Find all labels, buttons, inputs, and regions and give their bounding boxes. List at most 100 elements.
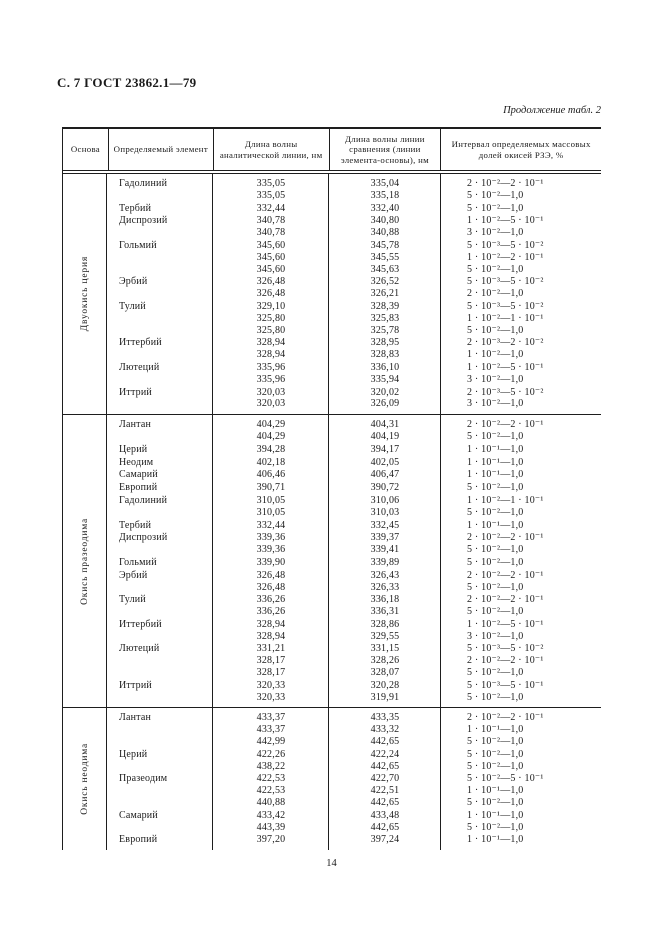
analytical-wavelength-cell: 442,99	[256, 736, 286, 748]
analytical-wavelength-cell: 339,90	[256, 556, 286, 568]
table-row: 325,80 325,78 5 · 10⁻²—1,0	[107, 325, 601, 337]
base-oxide-label: Окись неодима	[79, 743, 90, 816]
analytical-wavelength-cell: 326,48	[256, 276, 286, 288]
interval-cell: 5 · 10⁻²—1,0	[467, 748, 524, 760]
comparison-wavelength-cell: 326,21	[370, 288, 400, 300]
table-row: Эрбий 326,48 326,52 5 · 10⁻³—5 · 10⁻²	[107, 276, 601, 288]
analytical-wavelength-cell: 422,26	[256, 748, 286, 760]
comparison-wavelength-cell: 326,52	[370, 276, 400, 288]
element-cell: Иттербий	[119, 618, 162, 630]
table-row: 326,48 326,33 5 · 10⁻²—1,0	[107, 582, 601, 594]
interval-cell: 5 · 10⁻²—1,0	[467, 544, 524, 556]
column-header-base: Основа	[63, 129, 109, 170]
table-row: Диспрозий 340,78 340,80 1 · 10⁻²—5 · 10⁻¹	[107, 215, 601, 227]
table-row: Эрбий 326,48 326,43 2 · 10⁻²—2 · 10⁻¹	[107, 570, 601, 582]
analytical-wavelength-cell: 320,33	[256, 679, 286, 691]
element-cell: Самарий	[119, 469, 158, 481]
element-cell	[107, 736, 213, 748]
interval-cell: 3 · 10⁻²—1,0	[467, 373, 524, 385]
element-cell: Гадолиний	[119, 494, 168, 506]
analytical-wavelength-cell: 402,18	[256, 456, 286, 468]
analytical-wavelength-cell: 433,42	[256, 809, 286, 821]
interval-cell: 1 · 10⁻¹—1,0	[467, 443, 524, 455]
comparison-wavelength-cell: 319,91	[370, 691, 400, 703]
analytical-wavelength-cell: 320,33	[256, 691, 286, 703]
interval-cell: 1 · 10⁻²—5 · 10⁻¹	[467, 215, 544, 227]
table-row: Гадолиний 310,05 310,06 1 · 10⁻²—1 · 10⁻¹	[107, 495, 601, 507]
element-cell	[107, 724, 213, 736]
interval-cell: 2 · 10⁻²—2 · 10⁻¹	[467, 178, 544, 189]
table-row: Иттербий 328,94 328,86 1 · 10⁻²—5 · 10⁻¹	[107, 619, 601, 631]
interval-cell: 1 · 10⁻¹—1,0	[467, 469, 524, 481]
analytical-wavelength-cell: 340,78	[256, 215, 286, 227]
analytical-wavelength-cell: 325,80	[256, 312, 286, 324]
interval-cell: 1 · 10⁻¹—1,0	[467, 834, 524, 846]
comparison-wavelength-cell: 328,39	[370, 300, 400, 312]
comparison-wavelength-cell: 390,72	[370, 482, 400, 494]
interval-cell: 1 · 10⁻²—2 · 10⁻¹	[467, 251, 544, 263]
element-cell: Иттрий	[119, 679, 152, 691]
table-row: 325,80 325,83 1 · 10⁻²—1 · 10⁻¹	[107, 313, 601, 325]
element-cell	[107, 325, 213, 337]
element-cell	[107, 692, 213, 704]
analytical-wavelength-cell: 433,37	[256, 712, 286, 724]
table-row: Иттрий 320,03 320,02 2 · 10⁻³—5 · 10⁻²	[107, 387, 601, 399]
base-oxide-label: Окись празеодима	[79, 517, 90, 605]
table-row: Диспрозий 339,36 339,37 2 · 10⁻²—2 · 10⁻¹	[107, 532, 601, 544]
ree-spectral-table: Основа Определяемый элемент Длина волны …	[62, 127, 601, 851]
comparison-wavelength-cell: 442,65	[370, 760, 400, 772]
element-cell	[107, 785, 213, 797]
interval-cell: 2 · 10⁻²—2 · 10⁻¹	[467, 655, 544, 667]
analytical-wavelength-cell: 328,94	[256, 349, 286, 361]
element-cell	[107, 252, 213, 264]
element-cell	[107, 822, 213, 834]
comparison-wavelength-cell: 442,65	[370, 821, 400, 833]
table-row: Лютеций 331,21 331,15 5 · 10⁻³—5 · 10⁻²	[107, 643, 601, 655]
interval-cell: 5 · 10⁻²—1,0	[467, 581, 524, 593]
interval-cell: 1 · 10⁻¹—1,0	[467, 519, 524, 531]
element-cell: Лантан	[119, 419, 152, 431]
comparison-wavelength-cell: 422,51	[370, 785, 400, 797]
interval-cell: 2 · 10⁻³—2 · 10⁻²	[467, 337, 544, 349]
comparison-wavelength-cell: 433,35	[370, 712, 400, 724]
element-cell: Иттрий	[119, 386, 152, 398]
element-cell: Гадолиний	[119, 178, 168, 189]
base-cell: Двуокись церия	[63, 174, 107, 415]
element-cell	[107, 227, 213, 239]
comparison-wavelength-cell: 326,33	[370, 581, 400, 593]
element-cell: Европий	[119, 834, 158, 846]
analytical-wavelength-cell: 340,78	[256, 227, 286, 239]
interval-cell: 2 · 10⁻²—2 · 10⁻¹	[467, 419, 544, 431]
table-row: 326,48 326,21 2 · 10⁻²—1,0	[107, 288, 601, 300]
comparison-wavelength-cell: 328,07	[370, 667, 400, 679]
table-continuation-note: Продолжение табл. 2	[503, 105, 601, 116]
table-row: 440,88 442,65 5 · 10⁻²—1,0	[107, 797, 601, 809]
table-row: Иттрий 320,33 320,28 5 · 10⁻³—5 · 10⁻¹	[107, 680, 601, 692]
element-cell	[107, 431, 213, 443]
analytical-wavelength-cell: 345,60	[256, 239, 286, 251]
analytical-wavelength-cell: 328,94	[256, 618, 286, 630]
comparison-wavelength-cell: 340,80	[370, 215, 400, 227]
table-row: Самарий 406,46 406,47 1 · 10⁻¹—1,0	[107, 469, 601, 481]
interval-cell: 5 · 10⁻³—5 · 10⁻¹	[467, 679, 544, 691]
comparison-wavelength-cell: 328,83	[370, 349, 400, 361]
comparison-wavelength-cell: 340,88	[370, 227, 400, 239]
table-row: Лантан 404,29 404,31 2 · 10⁻²—2 · 10⁻¹	[107, 419, 601, 431]
element-cell	[107, 667, 213, 679]
interval-cell: 5 · 10⁻²—1,0	[467, 506, 524, 518]
analytical-wavelength-cell: 404,29	[256, 430, 286, 442]
interval-cell: 5 · 10⁻³—5 · 10⁻²	[467, 643, 544, 655]
element-cell	[107, 582, 213, 594]
interval-cell: 5 · 10⁻²—1,0	[467, 606, 524, 618]
table-row: Тербий 332,44 332,40 5 · 10⁻²—1,0	[107, 203, 601, 215]
interval-cell: 1 · 10⁻¹—1,0	[467, 456, 524, 468]
comparison-wavelength-cell: 339,41	[370, 544, 400, 556]
table-row: Самарий 433,42 433,48 1 · 10⁻¹—1,0	[107, 810, 601, 822]
table-row: 443,39 442,65 5 · 10⁻²—1,0	[107, 822, 601, 834]
comparison-wavelength-cell: 404,19	[370, 430, 400, 442]
element-cell: Гольмий	[119, 239, 157, 251]
table-row: 310,05 310,03 5 · 10⁻²—1,0	[107, 507, 601, 519]
interval-cell: 1 · 10⁻²—1,0	[467, 349, 524, 361]
analytical-wavelength-cell: 328,94	[256, 337, 286, 349]
comparison-wavelength-cell: 310,06	[370, 494, 400, 506]
